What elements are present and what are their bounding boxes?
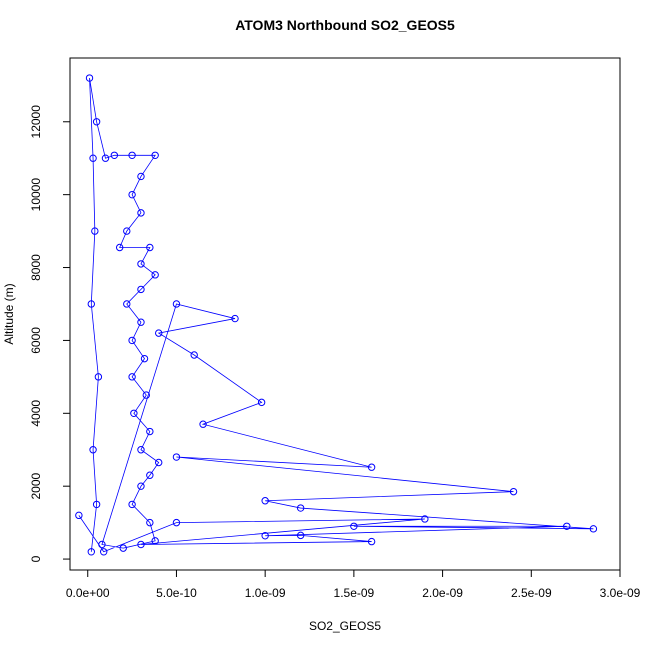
point (589, 525, 598, 533)
point (137, 318, 145, 326)
point (123, 300, 131, 308)
y-tick-label: 8000 (29, 254, 43, 281)
point (190, 351, 198, 359)
point (89, 154, 97, 162)
point (261, 532, 269, 540)
y-tick-label: 6000 (29, 327, 43, 354)
point (151, 151, 159, 159)
point (296, 504, 305, 512)
x-tick-label: 2.5e-09 (511, 586, 552, 600)
point (89, 446, 97, 454)
point (296, 531, 305, 540)
point (137, 260, 145, 268)
y-tick-label: 10000 (29, 178, 43, 212)
point (509, 487, 518, 496)
point (146, 427, 154, 436)
point (123, 227, 131, 235)
point (137, 285, 145, 294)
point (137, 172, 145, 181)
point (140, 354, 149, 363)
series-line (78, 77, 594, 553)
x-tick-label: 1.5e-09 (334, 586, 375, 600)
point (142, 391, 150, 399)
point (137, 446, 145, 454)
point (421, 515, 429, 523)
point (128, 500, 136, 509)
point (155, 458, 163, 467)
point (172, 518, 181, 527)
point (367, 537, 376, 546)
chart-title: ATOM3 Northbound SO2_GEOS5 (235, 17, 455, 33)
point (115, 243, 124, 252)
point (137, 540, 145, 549)
point (100, 548, 108, 556)
x-tick-label: 1.0e-09 (245, 586, 286, 600)
point (146, 243, 154, 252)
point (87, 300, 95, 308)
point (261, 497, 269, 505)
y-tick-label: 0 (29, 555, 43, 562)
point (75, 511, 83, 520)
point (128, 190, 136, 199)
x-tick-label: 5.0e-10 (156, 586, 197, 600)
point (85, 74, 94, 82)
point (87, 548, 95, 556)
y-axis-label: Altitude (m) (2, 283, 16, 344)
point (172, 453, 181, 461)
point (155, 329, 163, 337)
point (128, 373, 136, 381)
point (172, 300, 181, 308)
point (137, 209, 145, 217)
x-tick-label: 2.0e-09 (422, 586, 463, 600)
point (128, 336, 136, 345)
point (146, 471, 154, 479)
point (199, 420, 207, 428)
point (128, 151, 136, 159)
point (98, 540, 106, 549)
y-tick-label: 4000 (29, 400, 43, 427)
point (91, 227, 99, 235)
plot-frame (69, 57, 621, 571)
point (151, 537, 159, 545)
point (130, 409, 138, 418)
point (119, 544, 127, 552)
point (94, 373, 103, 381)
x-axis-label: SO2_GEOS5 (309, 619, 381, 633)
point (92, 118, 101, 126)
x-tick-label: 0.0e+00 (66, 586, 110, 600)
point (92, 500, 101, 509)
point (231, 314, 239, 323)
point (367, 463, 376, 471)
point (350, 522, 358, 530)
point (563, 522, 571, 530)
y-tick-label: 12000 (29, 105, 43, 139)
y-tick-label: 2000 (29, 473, 43, 500)
point (110, 151, 119, 159)
x-tick-label: 3.0e-09 (600, 586, 641, 600)
point (151, 271, 159, 279)
point (146, 518, 154, 527)
point (101, 154, 110, 162)
point (257, 398, 266, 407)
point (137, 482, 145, 490)
